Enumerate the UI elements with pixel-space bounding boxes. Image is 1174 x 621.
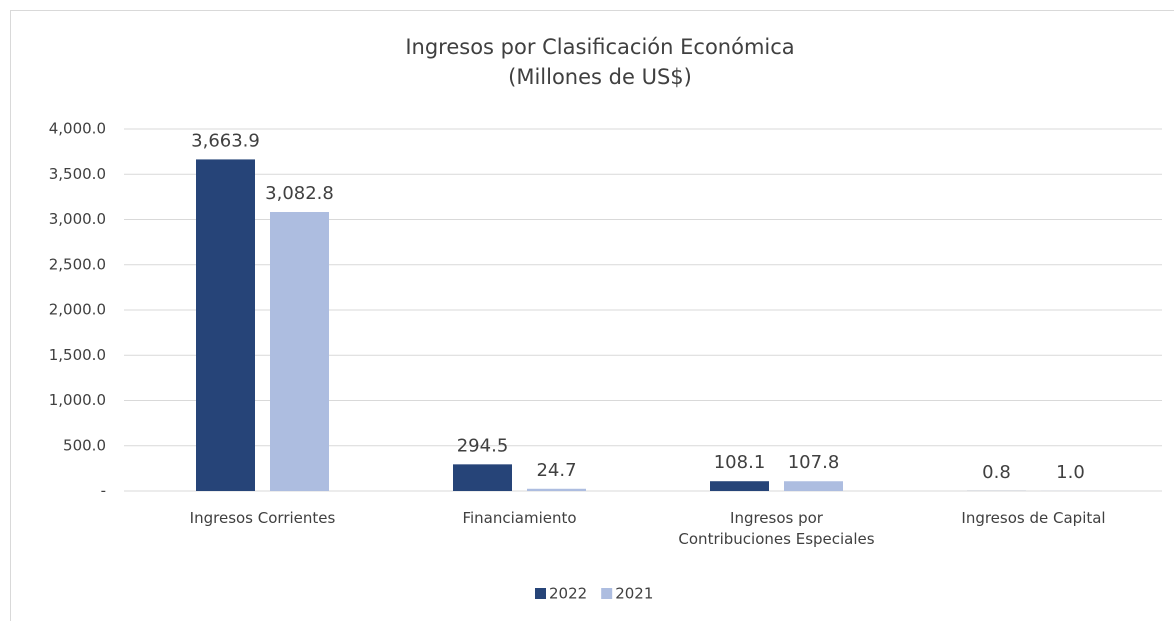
data-label: 107.8: [788, 452, 840, 473]
bar: [527, 488, 586, 491]
legend-swatch: [535, 588, 546, 599]
y-tick-label: 1,500.0: [49, 346, 106, 364]
data-label: 294.5: [457, 435, 509, 456]
data-label: 0.8: [982, 462, 1011, 483]
x-tick-label: Ingresos Corrientes: [189, 509, 336, 527]
y-tick-label: -: [101, 482, 106, 500]
y-tick-label: 1,000.0: [49, 391, 106, 409]
legend-label: 2021: [615, 585, 653, 603]
data-label: 108.1: [714, 452, 766, 473]
chart-title: Ingresos por Clasificación Económica: [405, 35, 794, 59]
data-label: 1.0: [1056, 462, 1085, 483]
y-tick-label: 500.0: [63, 436, 106, 454]
x-tick-label: Financiamiento: [462, 509, 577, 527]
legend-label: 2022: [549, 585, 587, 603]
y-tick-label: 3,000.0: [49, 210, 106, 228]
bar: [270, 212, 329, 492]
data-label: 3,082.8: [265, 183, 334, 204]
bar: [710, 481, 769, 491]
legend-swatch: [601, 588, 613, 599]
chart-border: [10, 10, 1174, 621]
x-tick-label: Ingresos por Contribuciones Especiales: [678, 509, 875, 548]
data-label: 3,663.9: [191, 130, 260, 151]
bar: [453, 464, 512, 491]
bar: [784, 481, 843, 491]
y-tick-label: 3,500.0: [49, 165, 106, 183]
x-tick-label: Ingresos de Capital: [961, 509, 1106, 527]
y-tick-label: 2,000.0: [49, 301, 106, 319]
y-tick-label: 4,000.0: [49, 120, 106, 138]
data-label: 24.7: [536, 460, 576, 481]
chart-subtitle: (Millones de US$): [508, 65, 692, 89]
y-tick-label: 2,500.0: [49, 255, 106, 273]
bar: [196, 159, 255, 491]
